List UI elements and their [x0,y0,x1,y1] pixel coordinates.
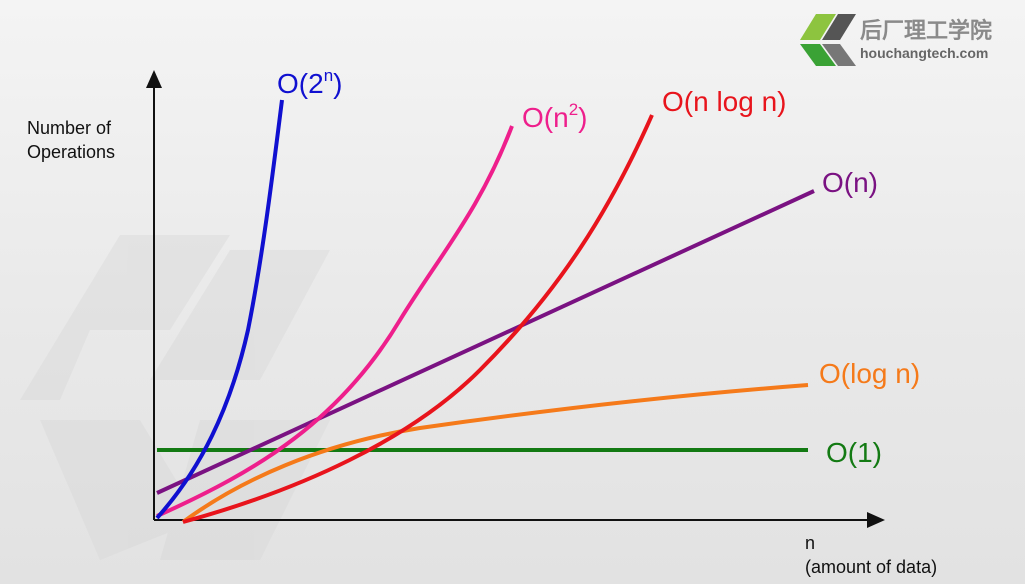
x-axis-label-line1: n [805,533,815,553]
label-superscript: n [324,66,333,85]
axes [146,70,885,528]
series-line-o-log-n [181,383,809,524]
series-label-o-n-log-n: O(n log n) [662,86,787,117]
label-superscript: 2 [569,100,578,119]
y-axis-arrowhead [146,70,162,88]
y-axis-label-line1: Number of [27,118,112,138]
series-curves [155,99,815,524]
series-line-o-n [156,189,815,495]
series-line-o-n-squared [156,125,514,518]
series-line-o-2-n [155,99,284,520]
x-axis-label-line2: (amount of data) [805,557,937,577]
logo-chinese-name: 后厂理工学院 [860,18,992,44]
brand-logo: 后厂理工学院 houchangtech.com [800,14,992,66]
label-base: O(2 [277,68,324,99]
x-axis-arrowhead [867,512,885,528]
label-end: ) [333,68,342,99]
series-label-o-n-squared: O(n2) [522,100,587,133]
hc-logo-icon [800,14,856,66]
label-end: ) [578,102,587,133]
series-label-o-2-n: O(2n) [277,66,342,99]
series-label-o-log-n: O(log n) [819,358,920,389]
logo-url: houchangtech.com [860,45,988,61]
label-base: O(n [522,102,569,133]
series-labels: O(2n) O(n2) O(n log n) O(n) O(log n) O(1… [277,66,920,468]
series-label-o-n: O(n) [822,167,878,198]
y-axis-label-line2: Operations [27,142,115,162]
series-label-o-1: O(1) [826,437,882,468]
watermark-logo [20,235,330,560]
series-line-o-n-log-n [182,114,654,524]
